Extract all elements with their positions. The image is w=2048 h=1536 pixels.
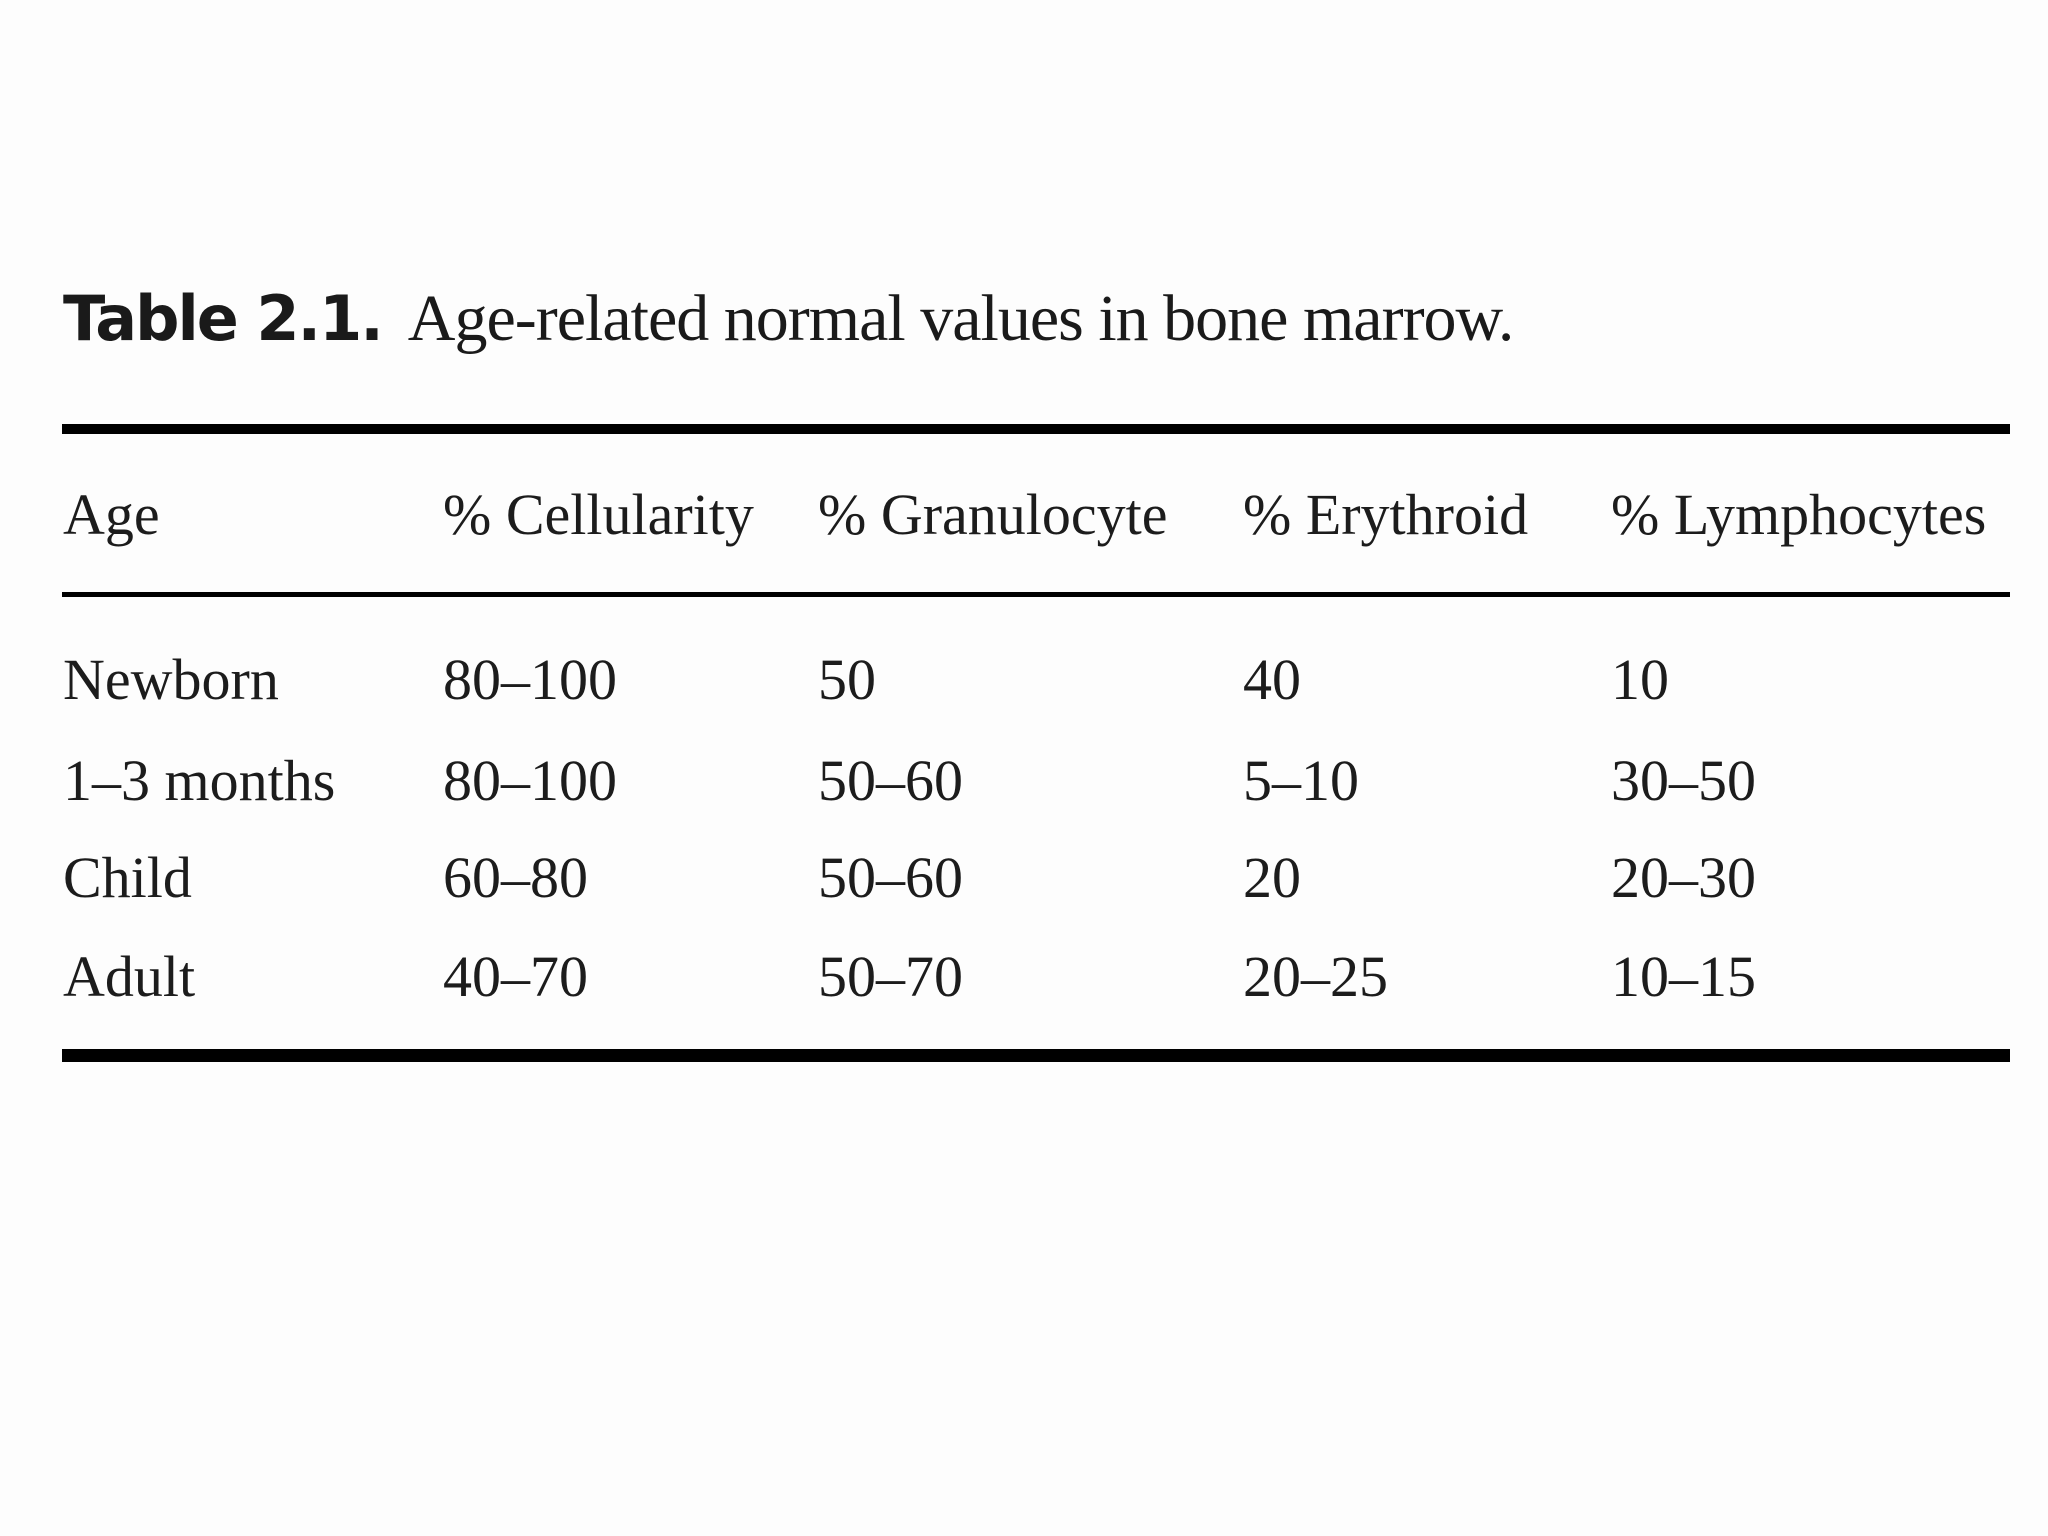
column-header-granulocyte: % Granulocyte xyxy=(818,482,1168,547)
table-cell-granulocyte: 50 xyxy=(818,647,876,712)
table-cell-lymphocytes: 10–15 xyxy=(1611,944,1756,1009)
table-cell-age: 1–3 months xyxy=(63,748,336,813)
table-top-rule xyxy=(62,424,2010,434)
column-header-erythroid: % Erythroid xyxy=(1243,482,1529,547)
table-cell-age: Child xyxy=(63,845,192,910)
table-caption: Table 2.1. Age-related normal values in b… xyxy=(63,278,1515,359)
table-cell-age: Adult xyxy=(63,944,196,1009)
table-cell-lymphocytes: 20–30 xyxy=(1611,845,1756,910)
table-cell-erythroid: 5–10 xyxy=(1243,748,1359,813)
table-cell-lymphocytes: 30–50 xyxy=(1611,748,1756,813)
table-cell-lymphocytes: 10 xyxy=(1611,647,1669,712)
table-title: Age-related normal values in bone marrow… xyxy=(407,282,1515,355)
column-header-cellularity: % Cellularity xyxy=(443,482,754,547)
table-cell-cellularity: 60–80 xyxy=(443,845,588,910)
column-header-age: Age xyxy=(63,482,160,547)
table-cell-erythroid: 20 xyxy=(1243,845,1301,910)
table-header-rule xyxy=(62,592,2010,597)
table-cell-age: Newborn xyxy=(63,647,279,712)
table-number: Table 2.1. xyxy=(63,282,384,355)
column-header-lymphocytes: % Lymphocytes xyxy=(1611,482,1987,547)
table-cell-cellularity: 80–100 xyxy=(443,748,617,813)
table-cell-granulocyte: 50–60 xyxy=(818,748,963,813)
table-cell-erythroid: 20–25 xyxy=(1243,944,1388,1009)
table-cell-erythroid: 40 xyxy=(1243,647,1301,712)
table-cell-granulocyte: 50–70 xyxy=(818,944,963,1009)
table-bottom-rule xyxy=(62,1049,2010,1062)
table-cell-cellularity: 40–70 xyxy=(443,944,588,1009)
table-cell-cellularity: 80–100 xyxy=(443,647,617,712)
table-cell-granulocyte: 50–60 xyxy=(818,845,963,910)
